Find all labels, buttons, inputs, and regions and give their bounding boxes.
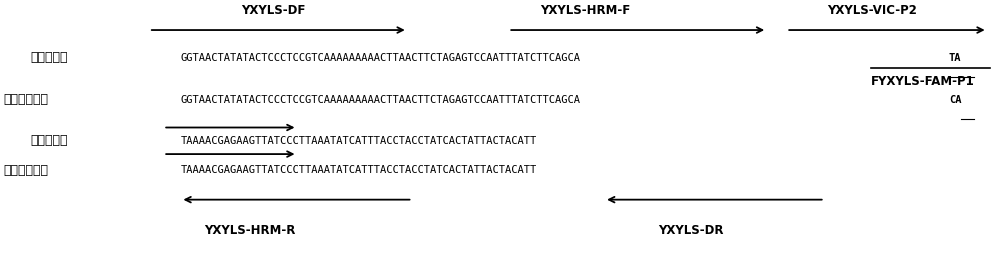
- Text: GGTAACTATATACTCCCTCCGTCAAAAAAAAACTTAACTTCTAGAGTCCAATTTATCTTCAGCA: GGTAACTATATACTCCCTCCGTCAAAAAAAAACTTAACTT…: [181, 53, 581, 63]
- Text: 非野香优莉丝: 非野香优莉丝: [3, 164, 48, 176]
- Text: YXYLS-DF: YXYLS-DF: [241, 4, 306, 17]
- Text: 野香优莉丝: 野香优莉丝: [30, 51, 67, 64]
- Text: CA: CA: [949, 95, 961, 105]
- Text: YXYLS-DR: YXYLS-DR: [658, 224, 723, 237]
- Text: 野香优莉丝: 野香优莉丝: [30, 134, 67, 147]
- Text: TAAAACGAGAAGTTATCCCTTAAATATCATTTACCTACCTATCACTATTACTACATT: TAAAACGAGAAGTTATCCCTTAAATATCATTTACCTACCT…: [181, 165, 537, 175]
- Text: TAAAACGAGAAGTTATCCCTTAAATATCATTTACCTACCTATCACTATTACTACATT: TAAAACGAGAAGTTATCCCTTAAATATCATTTACCTACCT…: [181, 136, 537, 146]
- Text: 非野香优莉丝: 非野香优莉丝: [3, 93, 48, 106]
- Text: GGTAACTATATACTCCCTCCGTCAAAAAAAAACTTAACTTCTAGAGTCCAATTTATCTTCAGCA: GGTAACTATATACTCCCTCCGTCAAAAAAAAACTTAACTT…: [181, 95, 581, 105]
- Text: YXYLS-VIC-P2: YXYLS-VIC-P2: [828, 4, 917, 17]
- Text: TA: TA: [949, 53, 961, 63]
- Text: FYXYLS-FAM-P1: FYXYLS-FAM-P1: [871, 75, 974, 88]
- Text: YXYLS-HRM-F: YXYLS-HRM-F: [540, 4, 630, 17]
- Text: YXYLS-HRM-R: YXYLS-HRM-R: [204, 224, 295, 237]
